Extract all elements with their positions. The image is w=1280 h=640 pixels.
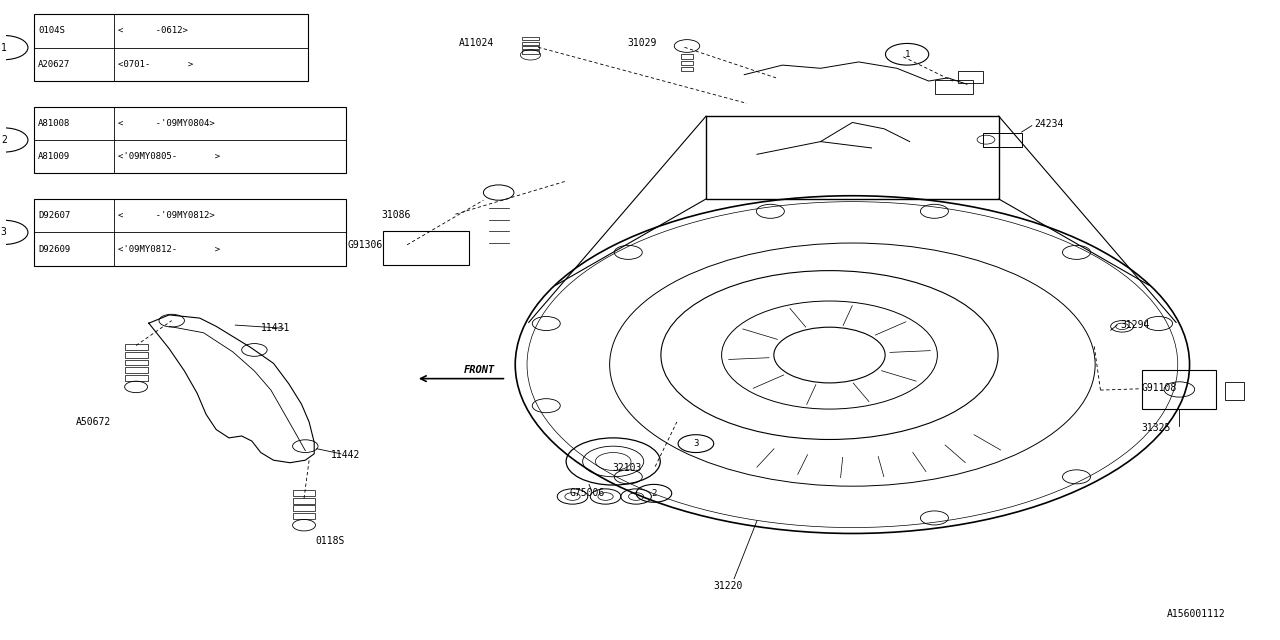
Bar bbox=[293, 498, 315, 504]
Bar bbox=[521, 46, 539, 49]
Text: A156001112: A156001112 bbox=[1166, 609, 1225, 620]
Bar bbox=[35, 106, 346, 173]
Text: 31029: 31029 bbox=[627, 38, 657, 49]
Text: <'09MY0812-       >: <'09MY0812- > bbox=[118, 244, 220, 253]
Bar bbox=[35, 14, 308, 81]
Bar bbox=[681, 54, 694, 59]
Bar bbox=[1143, 370, 1216, 409]
Text: 2: 2 bbox=[1, 135, 6, 145]
Text: 24234: 24234 bbox=[1034, 120, 1064, 129]
Text: A81009: A81009 bbox=[38, 152, 70, 161]
Bar bbox=[124, 360, 147, 365]
Text: <0701-       >: <0701- > bbox=[118, 60, 193, 69]
Bar bbox=[957, 72, 983, 83]
Text: 1: 1 bbox=[905, 50, 910, 59]
Text: A81008: A81008 bbox=[38, 119, 70, 128]
Text: G91306: G91306 bbox=[347, 240, 383, 250]
Text: 1: 1 bbox=[1, 43, 6, 52]
Bar bbox=[383, 232, 470, 264]
Text: D92607: D92607 bbox=[38, 211, 70, 220]
Bar bbox=[124, 352, 147, 358]
Bar bbox=[521, 51, 539, 54]
Text: <      -'09MY0812>: < -'09MY0812> bbox=[118, 211, 215, 220]
Text: 31294: 31294 bbox=[1121, 320, 1151, 330]
Bar bbox=[681, 67, 694, 72]
Text: 2: 2 bbox=[652, 489, 657, 498]
Text: 0118S: 0118S bbox=[315, 536, 344, 546]
Bar bbox=[983, 132, 1021, 147]
Bar bbox=[521, 42, 539, 45]
Text: 11442: 11442 bbox=[330, 450, 360, 460]
Text: 3: 3 bbox=[1, 227, 6, 237]
Bar bbox=[293, 506, 315, 511]
Text: D92609: D92609 bbox=[38, 244, 70, 253]
Text: 0104S: 0104S bbox=[38, 26, 65, 35]
Text: FRONT: FRONT bbox=[463, 365, 495, 374]
Bar bbox=[521, 37, 539, 40]
Bar bbox=[936, 80, 973, 94]
Text: <      -0612>: < -0612> bbox=[118, 26, 188, 35]
Text: 31220: 31220 bbox=[714, 581, 744, 591]
Bar bbox=[293, 490, 315, 496]
Bar bbox=[124, 367, 147, 373]
Bar bbox=[1225, 382, 1244, 399]
Bar bbox=[35, 199, 346, 266]
Text: <      -'09MY0804>: < -'09MY0804> bbox=[118, 119, 215, 128]
Text: A20627: A20627 bbox=[38, 60, 70, 69]
Text: 31086: 31086 bbox=[381, 211, 411, 221]
Text: 11431: 11431 bbox=[261, 323, 291, 333]
Text: 31325: 31325 bbox=[1142, 423, 1171, 433]
Text: 32103: 32103 bbox=[612, 463, 641, 473]
Text: <'09MY0805-       >: <'09MY0805- > bbox=[118, 152, 220, 161]
Bar bbox=[707, 116, 998, 199]
Bar bbox=[681, 61, 694, 65]
Bar bbox=[124, 375, 147, 381]
Text: A11024: A11024 bbox=[460, 38, 494, 49]
Text: A50672: A50672 bbox=[77, 417, 111, 427]
Text: G75006: G75006 bbox=[570, 488, 605, 499]
Text: G91108: G91108 bbox=[1142, 383, 1176, 392]
Text: 3: 3 bbox=[694, 439, 699, 448]
Bar bbox=[124, 344, 147, 350]
Bar bbox=[293, 513, 315, 519]
